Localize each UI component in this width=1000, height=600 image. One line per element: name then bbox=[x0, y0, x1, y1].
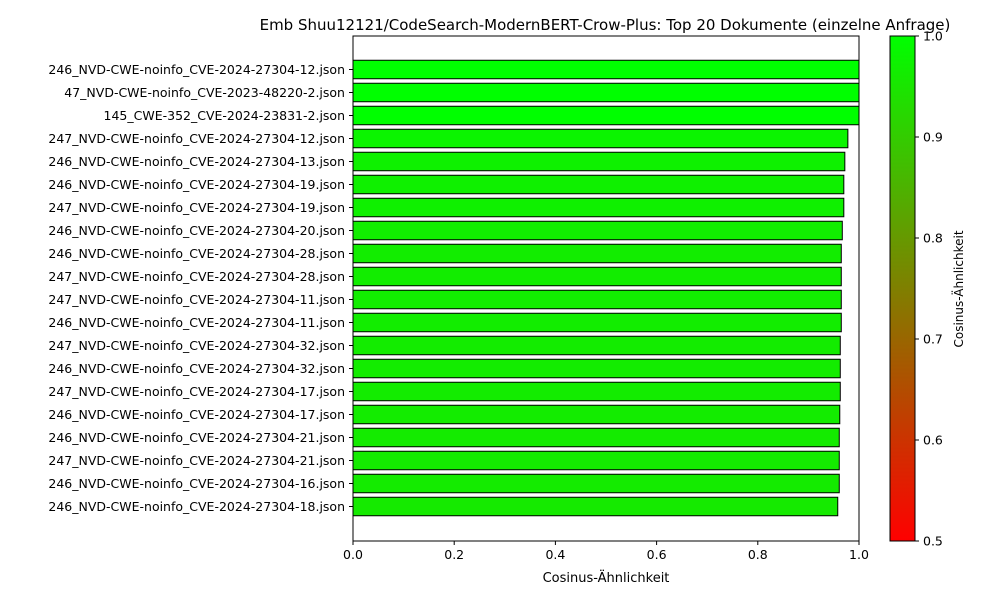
y-tick-label: 247_NVD-CWE-noinfo_CVE-2024-27304-19.jso… bbox=[48, 200, 345, 215]
y-tick-label: 247_NVD-CWE-noinfo_CVE-2024-27304-11.jso… bbox=[48, 292, 345, 307]
colorbar-label: Cosinus-Ähnlichkeit bbox=[951, 230, 966, 347]
colorbar-ticks: 0.5 0.6 0.7 0.8 0.9 1.0 bbox=[915, 29, 943, 549]
y-tick-label: 246_NVD-CWE-noinfo_CVE-2024-27304-32.jso… bbox=[48, 361, 345, 376]
x-tick-label: 0.6 bbox=[647, 547, 667, 562]
bar bbox=[352, 174, 845, 195]
colorbar-tick-label: 1.0 bbox=[923, 29, 943, 44]
bar bbox=[352, 59, 860, 80]
y-tick-label: 246_NVD-CWE-noinfo_CVE-2024-27304-18.jso… bbox=[48, 499, 345, 514]
y-tick-label: 247_NVD-CWE-noinfo_CVE-2024-27304-28.jso… bbox=[48, 269, 345, 284]
bar bbox=[352, 335, 841, 356]
y-tick-label: 246_NVD-CWE-noinfo_CVE-2024-27304-21.jso… bbox=[48, 430, 345, 445]
colorbar-tick-label: 0.8 bbox=[923, 231, 943, 246]
bar bbox=[352, 404, 841, 425]
colorbar: 0.5 0.6 0.7 0.8 0.9 1.0 Cosinus-Ähnlichkeit bbox=[889, 29, 966, 549]
x-tick-label: 0.2 bbox=[444, 547, 464, 562]
y-tick-label: 246_NVD-CWE-noinfo_CVE-2024-27304-16.jso… bbox=[48, 476, 345, 491]
bar bbox=[352, 473, 840, 494]
bar bbox=[352, 197, 845, 218]
y-tick-label: 246_NVD-CWE-noinfo_CVE-2024-27304-11.jso… bbox=[48, 315, 345, 330]
bar bbox=[352, 312, 842, 333]
bar bbox=[352, 450, 840, 471]
y-tick-label: 246_NVD-CWE-noinfo_CVE-2024-27304-17.jso… bbox=[48, 407, 345, 422]
y-tick-label: 246_NVD-CWE-noinfo_CVE-2024-27304-19.jso… bbox=[48, 177, 345, 192]
y-tick-label: 247_NVD-CWE-noinfo_CVE-2024-27304-12.jso… bbox=[48, 131, 345, 146]
x-axis-label: Cosinus-Ähnlichkeit bbox=[543, 570, 670, 586]
chart-title: Emb Shuu12121/CodeSearch-ModernBERT-Crow… bbox=[260, 16, 951, 34]
bar bbox=[352, 427, 840, 448]
y-tick-label: 247_NVD-CWE-noinfo_CVE-2024-27304-17.jso… bbox=[48, 384, 345, 399]
bar bbox=[352, 128, 849, 149]
bar bbox=[352, 496, 839, 517]
y-tick-label: 246_NVD-CWE-noinfo_CVE-2024-27304-20.jso… bbox=[48, 223, 345, 238]
bar bbox=[352, 151, 846, 172]
x-axis: 0.0 0.2 0.4 0.6 0.8 1.0 bbox=[343, 541, 869, 562]
y-tick-label: 247_NVD-CWE-noinfo_CVE-2024-27304-32.jso… bbox=[48, 338, 345, 353]
x-tick-label: 0.8 bbox=[748, 547, 768, 562]
colorbar-fill bbox=[889, 35, 916, 542]
bar bbox=[352, 289, 842, 310]
colorbar-tick-label: 0.7 bbox=[923, 332, 943, 347]
y-tick-label: 145_CWE-352_CVE-2024-23831-2.json bbox=[104, 108, 345, 123]
x-tick-label: 1.0 bbox=[849, 547, 869, 562]
colorbar-tick-label: 0.9 bbox=[923, 130, 943, 145]
bar bbox=[352, 220, 843, 241]
bar bbox=[352, 381, 841, 402]
colorbar-tick-label: 0.5 bbox=[923, 534, 943, 549]
y-tick-label: 47_NVD-CWE-noinfo_CVE-2023-48220-2.json bbox=[64, 85, 345, 100]
y-tick-labels: 246_NVD-CWE-noinfo_CVE-2024-27304-12.jso… bbox=[48, 62, 353, 514]
x-tick-label: 0.0 bbox=[343, 547, 363, 562]
bar bbox=[352, 105, 860, 126]
bar bbox=[352, 243, 842, 264]
x-tick-label: 0.4 bbox=[545, 547, 565, 562]
bar bbox=[352, 82, 860, 103]
y-tick-label: 247_NVD-CWE-noinfo_CVE-2024-27304-21.jso… bbox=[48, 453, 345, 468]
y-tick-label: 246_NVD-CWE-noinfo_CVE-2024-27304-13.jso… bbox=[48, 154, 345, 169]
plot-frame bbox=[352, 35, 860, 542]
bars-group bbox=[352, 59, 860, 517]
bar bbox=[352, 358, 841, 379]
bar bbox=[352, 266, 842, 287]
y-tick-label: 246_NVD-CWE-noinfo_CVE-2024-27304-12.jso… bbox=[48, 62, 345, 77]
y-tick-label: 246_NVD-CWE-noinfo_CVE-2024-27304-28.jso… bbox=[48, 246, 345, 261]
colorbar-tick-label: 0.6 bbox=[923, 433, 943, 448]
